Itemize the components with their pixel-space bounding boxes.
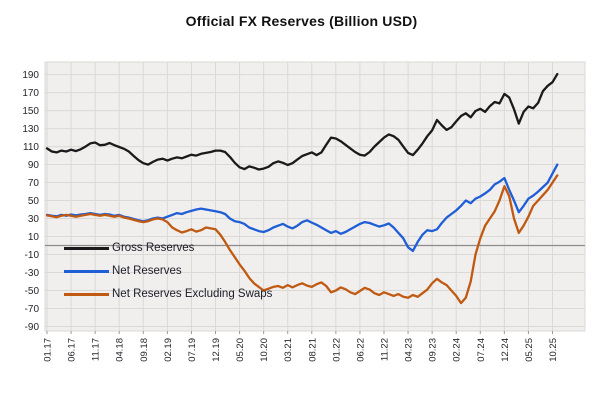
x-tick-label: 02.19 xyxy=(163,338,174,362)
x-tick-label: 07.24 xyxy=(476,338,487,362)
y-tick-label: 10 xyxy=(28,232,40,243)
x-tick-label: 10.20 xyxy=(259,338,270,362)
legend-item-net-reserves: Net Reserves xyxy=(64,263,272,279)
legend-label-net-reserves-excl-swaps: Net Reserves Excluding Swaps xyxy=(112,288,273,300)
y-tick-label: 130 xyxy=(22,124,39,135)
x-tick-label: 09.18 xyxy=(139,338,150,362)
legend-label-net-reserves: Net Reserves xyxy=(112,265,182,277)
y-tick-label: 170 xyxy=(22,88,39,99)
x-tick-label: 12.24 xyxy=(500,338,511,362)
y-tick-label: -70 xyxy=(25,304,40,315)
y-tick-label: -30 xyxy=(25,268,40,279)
legend-item-net-reserves-excl-swaps: Net Reserves Excluding Swaps xyxy=(64,286,272,302)
x-tick-label: 09.23 xyxy=(428,338,439,362)
y-tick-label: 190 xyxy=(22,70,39,81)
x-tick-label: 07.19 xyxy=(187,338,198,362)
y-tick-label: 90 xyxy=(28,160,40,171)
x-tick-label: 06.22 xyxy=(355,338,366,362)
legend-item-gross-reserves: Gross Reserves xyxy=(64,240,272,256)
x-tick-label: 04.23 xyxy=(404,338,415,362)
x-tick-label: 04.18 xyxy=(115,338,126,362)
series-line-gross-reserves xyxy=(45,72,559,171)
y-tick-label: -90 xyxy=(25,322,40,333)
x-tick-label: 11.17 xyxy=(91,338,102,361)
legend-label-gross-reserves: Gross Reserves xyxy=(112,242,195,254)
x-tick-label: 10.25 xyxy=(548,338,559,362)
y-tick-label: 150 xyxy=(22,106,39,117)
y-tick-label: 50 xyxy=(28,196,40,207)
x-tick-label: 02.24 xyxy=(452,338,463,362)
legend: Gross Reserves Net Reserves Net Reserves… xyxy=(64,240,272,302)
x-tick-label: 08.21 xyxy=(307,338,318,362)
x-tick-label: 06.17 xyxy=(67,338,78,362)
x-tick-label: 01.22 xyxy=(331,338,342,362)
x-tick-label: 01.17 xyxy=(43,338,54,362)
x-tick-label: 12.19 xyxy=(211,338,222,362)
y-tick-label: -10 xyxy=(25,250,40,261)
y-tick-label: 110 xyxy=(23,142,39,153)
x-tick-label: 05.20 xyxy=(235,338,246,362)
y-tick-label: -50 xyxy=(25,286,40,297)
x-tick-label: 11.22 xyxy=(380,338,391,361)
gross-reserves-line-swatch xyxy=(64,246,109,250)
x-tick-label: 03.21 xyxy=(283,338,294,362)
y-tick-label: 30 xyxy=(28,214,40,225)
net-reserves-excl-swaps-line-swatch xyxy=(64,292,109,296)
net-reserves-line-swatch xyxy=(64,269,109,273)
x-tick-label: 05.25 xyxy=(524,338,535,362)
series-line-net-reserves-excluding-swaps xyxy=(45,174,559,305)
y-tick-label: 70 xyxy=(28,178,40,189)
chart-title: Official FX Reserves (Billion USD) xyxy=(185,13,418,29)
